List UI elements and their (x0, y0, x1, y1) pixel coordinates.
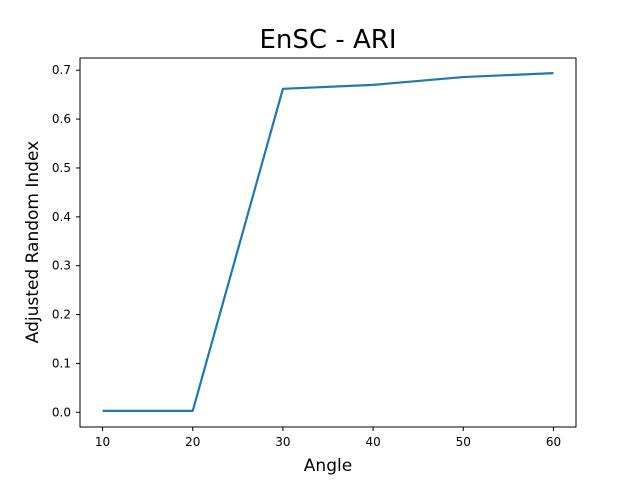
data-point-40 (372, 84, 374, 86)
x-tick-label-60: 60 (546, 435, 561, 449)
y-tick-label-0.2: 0.2 (52, 308, 71, 322)
data-point-60 (552, 72, 554, 74)
series-layer (101, 72, 554, 412)
x-axis: 10 20 30 40 50 60 (95, 427, 561, 449)
y-tick-label-0.3: 0.3 (52, 259, 71, 273)
y-tick-label-0.1: 0.1 (52, 356, 71, 370)
chart-title: EnSC - ARI (260, 25, 397, 55)
data-point-30 (282, 88, 284, 90)
plot-frame (79, 57, 577, 428)
y-tick-label-0.7: 0.7 (52, 63, 71, 77)
data-point-10 (101, 410, 103, 412)
x-tick-label-40: 40 (365, 435, 380, 449)
y-tick-label-0.5: 0.5 (52, 161, 71, 175)
y-tick-label-0.6: 0.6 (52, 112, 71, 126)
x-tick-label-30: 30 (275, 435, 290, 449)
data-point-50 (462, 76, 464, 78)
y-axis: 0.0 0.1 0.2 0.3 0.4 0.5 0.6 0.7 (52, 63, 80, 419)
series-line-0 (102, 72, 554, 412)
data-point-20 (192, 410, 194, 412)
x-tick-label-50: 50 (456, 435, 471, 449)
y-tick-label-0.4: 0.4 (52, 210, 71, 224)
y-tick-label-0.0: 0.0 (52, 405, 71, 419)
x-tick-label-20: 20 (185, 435, 200, 449)
y-axis-label: Adjusted Random Index (23, 141, 43, 343)
x-tick-label-10: 10 (95, 435, 110, 449)
x-axis-label: Angle (304, 456, 352, 476)
